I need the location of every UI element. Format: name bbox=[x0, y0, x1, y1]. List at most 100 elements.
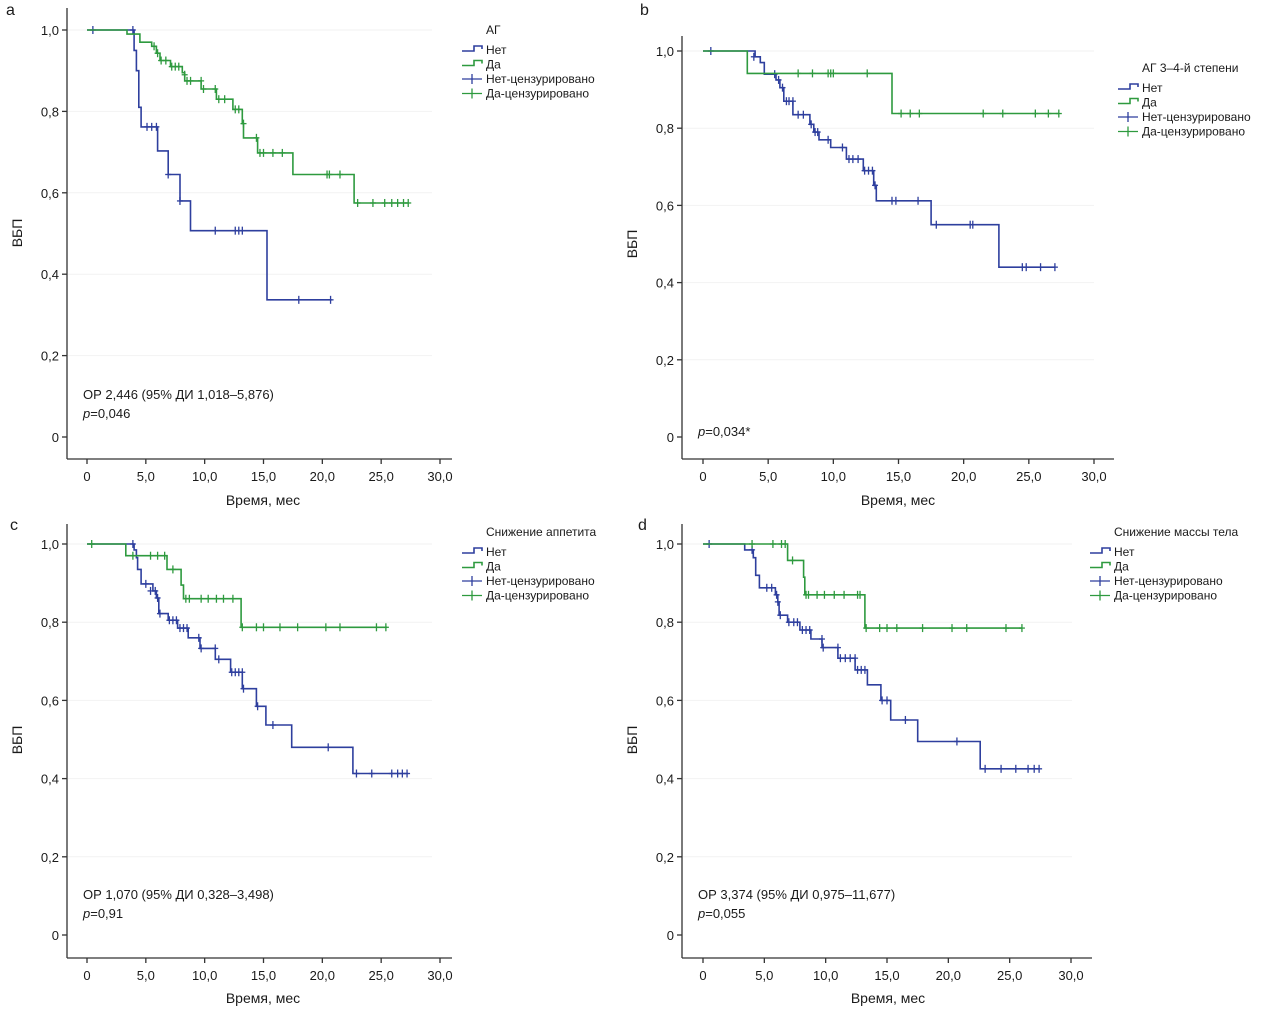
censor-mark bbox=[782, 540, 789, 548]
censor-mark bbox=[215, 655, 222, 664]
censor-mark bbox=[1002, 624, 1009, 633]
y-tick-label: 0,4 bbox=[656, 276, 674, 291]
legend-item: Да-цензурировано bbox=[1090, 589, 1217, 603]
censor-mark bbox=[1051, 263, 1058, 272]
legend: Снижение массы тела НетДаНет-цензурирован… bbox=[1090, 525, 1239, 603]
legend: Снижение аппетита НетДаНет-цензурированоД… bbox=[462, 525, 597, 603]
censor-mark bbox=[368, 769, 375, 778]
censor-mark bbox=[152, 586, 159, 595]
y-tick-label: 0,4 bbox=[41, 772, 59, 787]
censor-mark bbox=[857, 590, 864, 599]
km-curve-da bbox=[87, 29, 409, 204]
censor-mark bbox=[294, 623, 301, 632]
hazard-ratio-text: ОР 1,070 (95% ДИ 0,328–3,498) bbox=[83, 887, 274, 902]
legend-label: Нет-цензурировано bbox=[1114, 574, 1223, 588]
step-line-icon bbox=[1090, 561, 1111, 569]
legend-item: Нет bbox=[1118, 81, 1163, 95]
censor-mark bbox=[200, 85, 207, 94]
legend-item: Нет-цензурировано bbox=[1118, 110, 1251, 124]
censor-mark bbox=[907, 109, 914, 118]
censor-mark bbox=[165, 170, 172, 179]
censor-mark bbox=[774, 597, 781, 606]
x-tick-label: 20,0 bbox=[951, 469, 976, 484]
x-tick-label: 25,0 bbox=[997, 968, 1022, 983]
censor-mark bbox=[388, 198, 395, 207]
legend-label: Да-цензурировано bbox=[486, 589, 589, 603]
censor-mark bbox=[1045, 109, 1052, 118]
x-tick-label: 0 bbox=[699, 968, 706, 983]
km-panel-b: b 0 0,2 0,4 0,6 0,8 1,0 0 5,0 10,0 15,0 20,0 25,0 30,… bbox=[624, 2, 1251, 508]
legend-label: Нет bbox=[1114, 545, 1135, 559]
y-axis-title: ВБП bbox=[624, 230, 640, 259]
legend-label: Да bbox=[1114, 560, 1129, 574]
censor-mark bbox=[830, 69, 837, 78]
km-panel-c: c 0 0,2 0,4 0,6 0,8 1,0 0 5,0 10,0 15,0 20,0 25,0 30,… bbox=[9, 517, 597, 1006]
censor-mark bbox=[863, 624, 870, 633]
censor-mark bbox=[933, 220, 940, 229]
y-axis-title: ВБП bbox=[9, 219, 25, 248]
censor-mark bbox=[151, 42, 158, 51]
y-tick-label: 0 bbox=[667, 430, 674, 445]
censor-mark bbox=[794, 618, 801, 627]
censor-mark bbox=[825, 135, 832, 144]
censor-mark bbox=[916, 109, 923, 118]
censor-mark bbox=[805, 590, 812, 599]
legend-title: Снижение массы тела bbox=[1114, 525, 1239, 539]
step-line-icon bbox=[462, 59, 483, 67]
x-tick-label: 5,0 bbox=[759, 469, 777, 484]
legend-item: Да bbox=[1118, 96, 1157, 110]
censor-mark bbox=[260, 148, 267, 157]
censor-mark bbox=[893, 624, 900, 633]
censor-mark bbox=[382, 623, 389, 632]
censor-mark bbox=[404, 769, 411, 778]
censor-mark bbox=[161, 551, 168, 560]
x-tick-label: 25,0 bbox=[369, 469, 394, 484]
stats-annotation: ОР 1,070 (95% ДИ 0,328–3,498) p=0,91 bbox=[82, 887, 274, 921]
step-line-icon bbox=[462, 45, 483, 52]
y-tick-label: 0,2 bbox=[656, 353, 674, 368]
censor-mark bbox=[235, 105, 242, 114]
censor-mark bbox=[175, 62, 182, 71]
y-tick-label: 0 bbox=[52, 430, 59, 445]
legend-item: Нет bbox=[462, 545, 507, 559]
censor-mark bbox=[405, 198, 412, 207]
x-axis-title: Время, мес bbox=[851, 990, 925, 1006]
censor-mark bbox=[147, 551, 154, 560]
censor-mark bbox=[808, 120, 815, 129]
censor-mark bbox=[809, 69, 816, 78]
censor-mark bbox=[852, 654, 859, 663]
legend-label: Нет bbox=[486, 43, 507, 57]
legend-label: Да-цензурировано bbox=[486, 87, 589, 101]
censor-mark bbox=[1023, 263, 1030, 272]
step-line-icon bbox=[462, 547, 483, 554]
censor-mark bbox=[276, 623, 283, 632]
km-panel-a: a 0 0,2 0,4 0,6 0,8 1,0 0 5,0 10,0 15,0 20,0 25,0 30,… bbox=[6, 2, 595, 508]
x-tick-label: 20,0 bbox=[936, 968, 961, 983]
censor-mark bbox=[806, 626, 813, 635]
censor-mark bbox=[773, 590, 780, 599]
y-tick-label: 0,6 bbox=[41, 186, 59, 201]
stats-annotation: p=0,034* bbox=[697, 424, 750, 439]
censor-mark bbox=[212, 644, 219, 653]
censor-mark bbox=[800, 110, 807, 119]
y-tick-label: 0,8 bbox=[656, 615, 674, 630]
censor-mark bbox=[892, 196, 899, 205]
censor-mark bbox=[902, 715, 909, 724]
x-tick-label: 15,0 bbox=[874, 968, 899, 983]
km-panel-d: d 0 0,2 0,4 0,6 0,8 1,0 0 5,0 10,0 15,0 20,0 25,0 30,… bbox=[624, 517, 1239, 1006]
legend-label: Нет-цензурировано bbox=[486, 72, 595, 86]
censor-mark bbox=[205, 594, 212, 603]
censor-mark bbox=[336, 623, 343, 632]
censor-mark bbox=[253, 133, 260, 142]
censor-mark bbox=[187, 76, 194, 85]
censor-mark bbox=[88, 540, 95, 548]
legend-item: Да bbox=[1090, 560, 1129, 574]
censor-mark bbox=[777, 611, 784, 620]
x-tick-label: 30,0 bbox=[427, 469, 452, 484]
x-tick-label: 5,0 bbox=[137, 469, 155, 484]
censor-mark bbox=[884, 624, 890, 633]
censor-mark bbox=[831, 590, 838, 599]
censor-mark bbox=[839, 143, 846, 152]
